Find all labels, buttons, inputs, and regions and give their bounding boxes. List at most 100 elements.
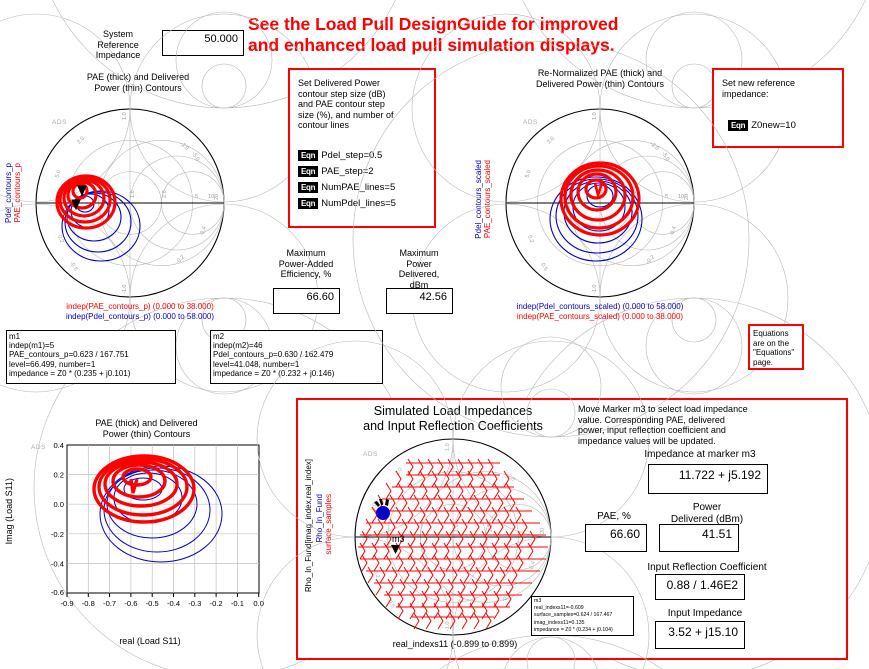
svg-text:-0.5: -0.5 xyxy=(385,598,395,609)
new-ref-text: Set new reference impedance: xyxy=(714,70,842,99)
ads-watermark-left-top: ADS xyxy=(52,119,67,126)
svg-text:0.2: 0.2 xyxy=(53,471,64,480)
system-reference-impedance-label: System Reference Impedance xyxy=(82,29,154,61)
equation-z0new[interactable]: Eqn Z0new=10 xyxy=(716,104,842,131)
equation-pae-step[interactable]: Eqn PAE_step=2 xyxy=(298,165,434,177)
marker-m3-line-5: impedance = Z0 * (0.234 + j0.104) xyxy=(534,626,613,633)
svg-text:1.0: 1.0 xyxy=(122,112,128,120)
svg-text:5: 5 xyxy=(665,194,668,200)
instruction-line-1: Move Marker m3 to select load impedance xyxy=(578,404,748,414)
chart-bottom-left-xlabel: real (Load S11) xyxy=(119,636,181,646)
chart-right-top-title-2: Delivered Power (thin) Contours xyxy=(535,78,665,89)
input-reflection-coefficient-label: Input Reflection Coefficient xyxy=(647,562,767,573)
input-reflection-coefficient-value: 0.88 / 1.46E2 xyxy=(655,574,745,600)
svg-text:-0.4: -0.4 xyxy=(669,226,678,237)
bottom-panel-title-1: Simulated Load Impedances xyxy=(373,404,533,418)
banner-text: See the Load Pull DesignGuide for improv… xyxy=(248,14,668,56)
chart-left-top-footer-red: indep(PAE_contours_p) (0.000 to 38.000) xyxy=(66,302,214,311)
svg-text:20: 20 xyxy=(684,194,690,200)
svg-text:0.2: 0.2 xyxy=(56,235,64,244)
svg-text:5: 5 xyxy=(195,194,198,200)
smith-chart-load-impedances[interactable]: 1.0 -1.0 2.0 -2.0 5.0 0.2 -0.5 -0.2 -0.4… xyxy=(256,40,750,669)
system-reference-impedance-value[interactable]: 50.000 xyxy=(162,30,244,56)
svg-text:-0.6: -0.6 xyxy=(51,588,64,597)
svg-text:2.0: 2.0 xyxy=(488,524,494,532)
svg-text:10: 10 xyxy=(678,194,684,200)
eqn-tag-icon: Eqn xyxy=(298,149,319,161)
sys-ref-line-2: Reference xyxy=(97,39,139,50)
svg-text:20: 20 xyxy=(214,194,220,200)
marker-m3-box[interactable]: m3 real_indexs11=-0.609 surface_samples=… xyxy=(531,596,634,636)
marker-m1-line-2: indep(m1)=5 xyxy=(9,341,55,351)
power-delivered-label: Power Delivered (dBm) xyxy=(655,502,759,525)
chart-left-top-title-1: PAE (thick) and Delivered xyxy=(86,72,190,82)
svg-text:5.0: 5.0 xyxy=(54,169,62,178)
marker-m1-box[interactable]: m1 indep(m1)=5 PAE_contours_p=0.623 / 16… xyxy=(6,330,176,384)
svg-text:-0.1: -0.1 xyxy=(231,599,244,608)
equation-text: Z0new=10 xyxy=(751,120,796,131)
banner-line-1: See the Load Pull DesignGuide for improv… xyxy=(248,14,619,34)
cursor-hand-icon xyxy=(374,499,390,520)
equation-numpae-lines[interactable]: Eqn NumPAE_lines=5 xyxy=(298,181,434,193)
sys-ref-line-1: System xyxy=(102,29,133,39)
svg-text:-1.0: -1.0 xyxy=(445,622,451,631)
new-ref-line-1: Set new reference xyxy=(722,78,796,88)
instruction-line-3: power, input reflection coefficient and xyxy=(578,425,726,435)
contour-plot-bottom-left[interactable]: -0.9 -0.8 -0.7 -0.6 -0.5 -0.4 -0.3 -0.2 -0.1 0… xyxy=(51,441,267,608)
power-delivered-label-2: Delivered (dBm) xyxy=(670,513,744,525)
eqn-tag-icon: Eqn xyxy=(298,165,319,177)
instruction-line-2: value. Corresponding PAE, delivered xyxy=(578,414,725,425)
svg-text:5.0: 5.0 xyxy=(370,502,378,511)
smith-chart-left-top[interactable]: 1.0 -1.0 2.0 -2.0 5.0 0.2 -0.5 -0.2 -0.4… xyxy=(0,0,415,669)
ads-watermark-right-top: ADS xyxy=(523,119,538,126)
svg-text:-0.2: -0.2 xyxy=(501,592,512,603)
marker-m2-line-2: indep(m2)=46 xyxy=(213,341,263,351)
chart-right-top-footer-red: indep(PAE_contours_scaled) (0.000 to 38.… xyxy=(516,311,684,321)
svg-text:2.0: 2.0 xyxy=(394,467,404,477)
svg-text:0.0: 0.0 xyxy=(53,500,64,509)
max-pdel-line-1: Maximum xyxy=(399,248,439,258)
chart-left-top-footer: indep(PAE_contours_p) (0.000 to 38.000) … xyxy=(40,302,240,321)
equation-text: NumPAE_lines=5 xyxy=(321,181,396,193)
svg-text:-1.0: -1.0 xyxy=(122,285,128,294)
svg-text:-0.3: -0.3 xyxy=(188,599,201,608)
instruction-line-4: impedance values will be updated. xyxy=(578,435,716,446)
contour-settings-box: Set Delivered Power contour step size (d… xyxy=(288,68,436,228)
svg-text:-0.5: -0.5 xyxy=(146,599,159,608)
chart-right-top-footer: indep(Pdel_contours_scaled) (0.000 to 58… xyxy=(485,302,715,321)
svg-text:-0.2: -0.2 xyxy=(51,530,64,539)
chart-bottom-left-title: PAE (thick) and Delivered Power (thin) C… xyxy=(54,418,239,439)
impedance-marker-label: Impedance at marker m3 xyxy=(644,449,756,460)
bottom-smith-xlabel: real_indexs11 (-0.899 to 0.899) xyxy=(392,639,518,649)
max-pdel-line-2: Power xyxy=(406,258,432,269)
svg-text:-0.4: -0.4 xyxy=(199,226,208,237)
svg-text:-0.5: -0.5 xyxy=(538,261,548,272)
pae-percent-label: PAE, % xyxy=(597,511,631,522)
svg-text:-0.2: -0.2 xyxy=(175,254,186,265)
marker-m2-box[interactable]: m2 indep(m2)=46 Pdel_contours_p=0.630 / … xyxy=(210,330,383,384)
power-delivered-label-1: Power xyxy=(692,502,722,513)
chart-right-top-footer-blue: indep(Pdel_contours_scaled) (0.000 to 58… xyxy=(516,302,684,311)
equation-numpdel-lines[interactable]: Eqn NumPdel_lines=5 xyxy=(298,197,434,209)
bottom-panel-title: Simulated Load Impedances and Input Refl… xyxy=(318,404,588,434)
settings-line-4: size (%), and number of xyxy=(298,109,394,120)
marker-m2-line-4: level=41.048, number=1 xyxy=(213,359,300,369)
equations-note-line-3: "Equations" xyxy=(753,348,795,357)
marker-m2-line-3: Pdel_contours_p=0.630 / 162.479 xyxy=(213,350,334,360)
svg-text:1.0: 1.0 xyxy=(454,524,460,532)
input-impedance-label: Input Impedance xyxy=(667,608,743,619)
max-pae-line-3: Efficiency, % xyxy=(280,269,332,279)
settings-line-2: contour step size (dB) xyxy=(298,88,386,99)
svg-text:1.0: 1.0 xyxy=(592,112,598,120)
svg-text:-2.0: -2.0 xyxy=(649,141,660,152)
equation-pdel-step[interactable]: Eqn Pdel_step=0.5 xyxy=(298,149,434,161)
smith-chart-right-top[interactable]: 1.0 -1.0 2.0 -2.0 5.0 0.2 -0.5 -0.2 -0.4… xyxy=(411,0,869,669)
settings-line-5: contour lines xyxy=(298,120,350,130)
svg-text:m3: m3 xyxy=(392,534,405,544)
max-pdel-line-4: dBm xyxy=(409,279,429,290)
svg-text:1.0: 1.0 xyxy=(445,443,451,451)
marker-m3-line-4: imag_indexs11=0.135 xyxy=(534,619,585,626)
settings-line-1: Set Delivered Power xyxy=(298,78,381,88)
svg-text:0.0: 0.0 xyxy=(253,599,264,608)
chart-bottom-left-title-2: Power (thin) Contours xyxy=(102,428,191,439)
